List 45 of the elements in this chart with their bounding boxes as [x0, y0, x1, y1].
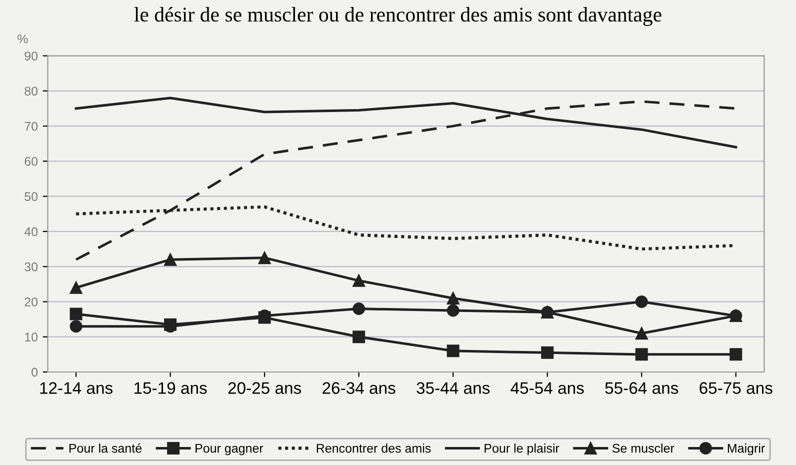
y-tick-label: 0 [32, 368, 38, 377]
y-tick-label: 10 [25, 332, 38, 342]
y-tick-label: 40 [24, 227, 38, 236]
text: le désir de se muscler ou de rencontrer des amis sont davantage [134, 6, 662, 26]
x-tick-label: 45-54 ans [510, 382, 584, 394]
point [70, 281, 82, 294]
x-tick-label: 15-19 ans [134, 382, 207, 394]
y-tick-label: 30 [24, 262, 38, 272]
legend-label: Se muscler [612, 444, 674, 453]
point [164, 253, 177, 266]
y-tick-label: 20 [24, 298, 38, 306]
x-tick-label: 35-44 ans [416, 382, 490, 394]
y-tick-label: 70 [24, 122, 38, 131]
point [541, 346, 554, 359]
point [258, 252, 271, 264]
point [446, 344, 460, 358]
point [352, 302, 366, 316]
point [730, 310, 742, 322]
y-tick-label: 90 [24, 52, 38, 60]
legend-label: Pour la santé [69, 443, 142, 453]
point [730, 348, 742, 361]
x-tick-label: 20-25 ans [228, 382, 302, 394]
legend-label: Pour gagner [196, 444, 264, 456]
x-tick-label: 26-34 ans [322, 382, 396, 394]
x-tick-label: 65-75 ans [700, 382, 772, 394]
legend-label: Pour le plaisir [484, 444, 560, 456]
point [352, 274, 366, 287]
x-tick-label: 12-14 ans [40, 382, 113, 394]
line-series [74, 100, 738, 261]
point [541, 306, 554, 319]
point [70, 320, 82, 333]
point [446, 292, 460, 304]
y-tick-label: 50 [24, 192, 38, 201]
y-tick-label: 80 [24, 86, 38, 96]
point [352, 330, 366, 344]
y-axis-title: % [18, 34, 28, 44]
y-tick-label: 60 [24, 157, 38, 166]
point [635, 327, 648, 340]
point [635, 295, 648, 308]
legend-label: Maigrir [728, 444, 765, 456]
point [635, 348, 648, 361]
x-tick-label: 55-64 ans [605, 382, 678, 394]
legend-label: Rencontrer des amis [316, 444, 431, 453]
point [446, 304, 460, 317]
point [70, 308, 82, 320]
